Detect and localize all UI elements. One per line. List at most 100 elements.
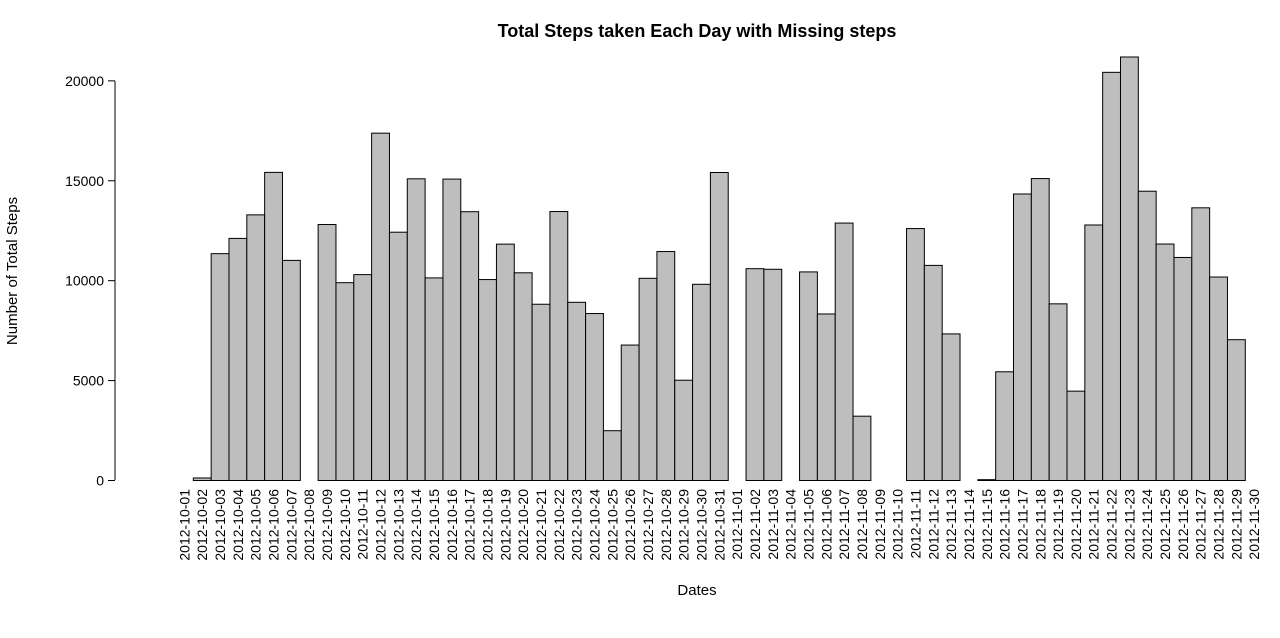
- y-tick-label: 10000: [65, 273, 104, 289]
- bar-2012-11-25: [1155, 243, 1175, 481]
- bar-2012-11-15: [977, 479, 997, 481]
- bar-2012-11-12: [923, 264, 943, 482]
- bar-2012-11-13: [941, 333, 961, 481]
- y-tick-label: 20000: [65, 73, 104, 89]
- x-tick-label: 2012-10-13: [390, 489, 406, 561]
- x-tick-label: 2012-10-27: [640, 489, 656, 561]
- bar-2012-11-17: [1013, 193, 1032, 481]
- x-tick-label: 2012-10-22: [551, 489, 567, 561]
- bar-2012-10-16: [442, 178, 462, 481]
- bar-2012-10-30: [692, 283, 711, 481]
- y-tick-label: 15000: [65, 173, 104, 189]
- bar-2012-11-28: [1209, 276, 1228, 481]
- bar-2012-10-05: [246, 214, 266, 482]
- bar-2012-10-04: [228, 237, 248, 481]
- x-tick-label: 2012-11-04: [783, 489, 799, 560]
- bar-2012-10-14: [406, 178, 426, 481]
- bar-2012-10-23: [567, 301, 587, 481]
- x-tick-label: 2012-11-19: [1050, 489, 1066, 560]
- x-tick-label: 2012-11-11: [907, 489, 923, 559]
- x-tick-label: 2012-11-05: [800, 489, 816, 560]
- x-tick-label: 2012-10-16: [444, 489, 460, 561]
- bar-2012-11-23: [1119, 56, 1139, 481]
- x-tick-label: 2012-10-17: [462, 489, 478, 561]
- x-tick-label: 2012-10-31: [711, 489, 727, 561]
- x-tick-label: 2012-10-26: [622, 489, 638, 561]
- x-tick-label: 2012-10-25: [604, 489, 620, 561]
- x-tick-label: 2012-11-25: [1157, 489, 1173, 560]
- bar-2012-10-13: [388, 231, 408, 481]
- x-tick-label: 2012-10-09: [319, 489, 335, 561]
- bar-2012-11-18: [1030, 178, 1050, 481]
- x-tick-label: 2012-10-08: [301, 489, 317, 561]
- bar-2012-11-26: [1173, 256, 1193, 481]
- x-tick-label: 2012-11-26: [1175, 489, 1191, 560]
- x-tick-label: 2012-10-29: [676, 489, 692, 561]
- bar-2012-10-22: [549, 211, 569, 481]
- x-tick-label: 2012-11-24: [1139, 489, 1155, 560]
- x-tick-label: 2012-10-24: [587, 489, 603, 561]
- x-tick-label: 2012-11-22: [1104, 489, 1120, 560]
- bar-2012-10-21: [531, 303, 551, 481]
- bar-2012-11-21: [1084, 224, 1104, 481]
- bar-2012-11-08: [852, 415, 872, 481]
- x-tick-label: 2012-10-28: [658, 489, 674, 561]
- x-tick-label: 2012-11-10: [890, 489, 906, 560]
- x-tick-label: 2012-11-01: [729, 489, 745, 560]
- bar-2012-10-27: [638, 277, 658, 481]
- bar-2012-10-26: [620, 344, 640, 481]
- bar-2012-10-18: [478, 279, 497, 481]
- bar-2012-11-27: [1191, 207, 1211, 481]
- y-tick-label: 0: [96, 473, 104, 489]
- x-tick-label: 2012-10-07: [283, 489, 299, 561]
- bar-2012-11-11: [906, 228, 925, 481]
- x-tick-label: 2012-11-30: [1246, 489, 1262, 560]
- chart-title: Total Steps taken Each Day with Missing …: [498, 21, 897, 41]
- bar-2012-10-09: [317, 224, 337, 481]
- bar-2012-10-19: [495, 243, 515, 481]
- bar-2012-10-31: [709, 172, 729, 481]
- bar-2012-11-29: [1226, 339, 1246, 481]
- x-tick-label: 2012-11-14: [961, 489, 977, 560]
- x-tick-label: 2012-11-29: [1228, 489, 1244, 560]
- bar-2012-11-24: [1137, 190, 1157, 481]
- bar-2012-11-16: [995, 371, 1015, 481]
- x-tick-label: 2012-10-11: [355, 489, 371, 560]
- bars-group: [192, 56, 1246, 482]
- x-tick-label: 2012-10-03: [212, 489, 228, 561]
- x-tick-label: 2012-10-10: [337, 489, 353, 561]
- bar-2012-11-02: [745, 268, 765, 481]
- bar-2012-11-06: [816, 313, 836, 481]
- x-tick-label: 2012-10-12: [373, 489, 389, 561]
- x-tick-label: 2012-10-02: [194, 489, 210, 561]
- x-tick-label: 2012-11-20: [1068, 489, 1084, 560]
- x-tick-label: 2012-10-14: [408, 489, 424, 561]
- x-tick-label: 2012-11-23: [1121, 489, 1137, 560]
- bar-2012-10-03: [210, 253, 230, 481]
- bar-2012-11-19: [1048, 303, 1068, 481]
- x-tick-label: 2012-11-13: [943, 489, 959, 560]
- x-axis-label: Dates: [677, 582, 716, 599]
- x-tick-label: 2012-11-03: [765, 489, 781, 560]
- bar-2012-10-02: [192, 477, 212, 482]
- x-tick-label: 2012-11-27: [1193, 489, 1209, 560]
- x-tick-label: 2012-10-30: [693, 489, 709, 561]
- x-tick-label: 2012-10-23: [569, 489, 585, 561]
- bar-2012-10-28: [656, 251, 676, 481]
- x-tick-label: 2012-10-01: [176, 489, 192, 561]
- x-tick-label: 2012-11-18: [1032, 489, 1048, 560]
- bar-2012-10-20: [513, 272, 533, 482]
- x-tick-label: 2012-10-21: [533, 489, 549, 561]
- x-tick-label: 2012-11-08: [854, 489, 870, 560]
- y-axis-label: Number of Total Steps: [4, 197, 21, 345]
- x-tick-label: 2012-11-17: [1014, 489, 1030, 560]
- x-tick-label: 2012-10-19: [497, 489, 513, 561]
- x-tick-label: 2012-11-15: [979, 489, 995, 560]
- x-tick-label: 2012-11-12: [925, 489, 941, 560]
- x-labels-group: 2012-10-01 2012-10-02 2012-10-03 2012-10-04…: [176, 489, 1262, 561]
- bar-2012-11-03: [763, 268, 783, 481]
- bar-2012-11-20: [1066, 390, 1086, 482]
- bar-2012-10-11: [353, 274, 373, 481]
- x-tick-label: 2012-10-15: [426, 489, 442, 561]
- x-tick-label: 2012-10-05: [248, 489, 264, 561]
